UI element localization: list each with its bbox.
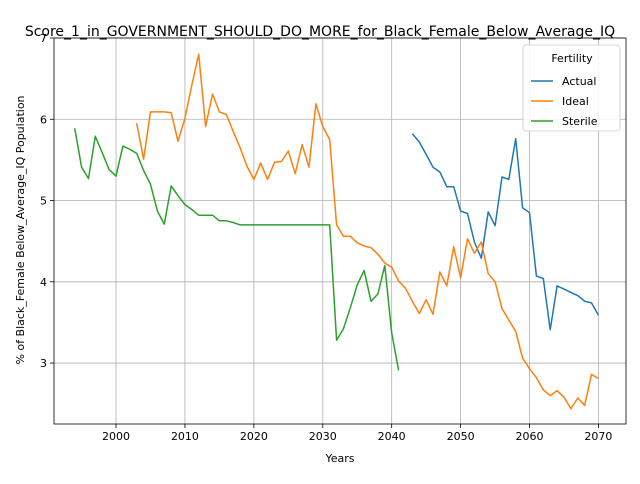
y-tick-label: 6 bbox=[40, 113, 47, 126]
legend-label-actual: Actual bbox=[562, 75, 596, 88]
y-axis-label: % of Black_Female Below_Average_IQ Popul… bbox=[14, 95, 27, 364]
y-tick-label: 7 bbox=[40, 32, 47, 45]
plot-frame bbox=[53, 37, 627, 425]
y-axis-ticks: 3 4 5 6 7 bbox=[40, 32, 54, 370]
legend-label-sterile: Sterile bbox=[562, 115, 598, 128]
x-axis-ticks: 2000 2010 2020 2030 2040 2050 2060 2070 bbox=[102, 424, 612, 443]
y-tick-label: 3 bbox=[40, 357, 47, 370]
x-tick-label: 2000 bbox=[102, 430, 130, 443]
x-axis-label: Years bbox=[324, 452, 354, 465]
y-tick-label: 5 bbox=[40, 195, 47, 208]
y-tick-label: 4 bbox=[40, 276, 47, 289]
legend-box bbox=[522, 44, 621, 132]
legend-title: Fertility bbox=[551, 52, 593, 65]
series-line-sterile bbox=[73, 128, 400, 371]
x-tick-label: 2040 bbox=[378, 430, 406, 443]
x-tick-label: 2060 bbox=[516, 430, 544, 443]
chart-title: Score_1_in_GOVERNMENT_SHOULD_DO_MORE_for… bbox=[25, 24, 615, 40]
x-tick-label: 2030 bbox=[309, 430, 337, 443]
legend: Fertility Actual Ideal Sterile bbox=[522, 44, 621, 132]
x-tick-label: 2010 bbox=[171, 430, 199, 443]
series-line-ideal bbox=[135, 53, 599, 410]
series-line-actual bbox=[411, 133, 600, 331]
x-tick-label: 2050 bbox=[447, 430, 475, 443]
legend-entries: Actual Ideal Sterile bbox=[531, 75, 598, 128]
x-tick-label: 2070 bbox=[584, 430, 612, 443]
x-tick-label: 2020 bbox=[240, 430, 268, 443]
series-lines bbox=[73, 53, 600, 410]
legend-label-ideal: Ideal bbox=[562, 95, 589, 108]
